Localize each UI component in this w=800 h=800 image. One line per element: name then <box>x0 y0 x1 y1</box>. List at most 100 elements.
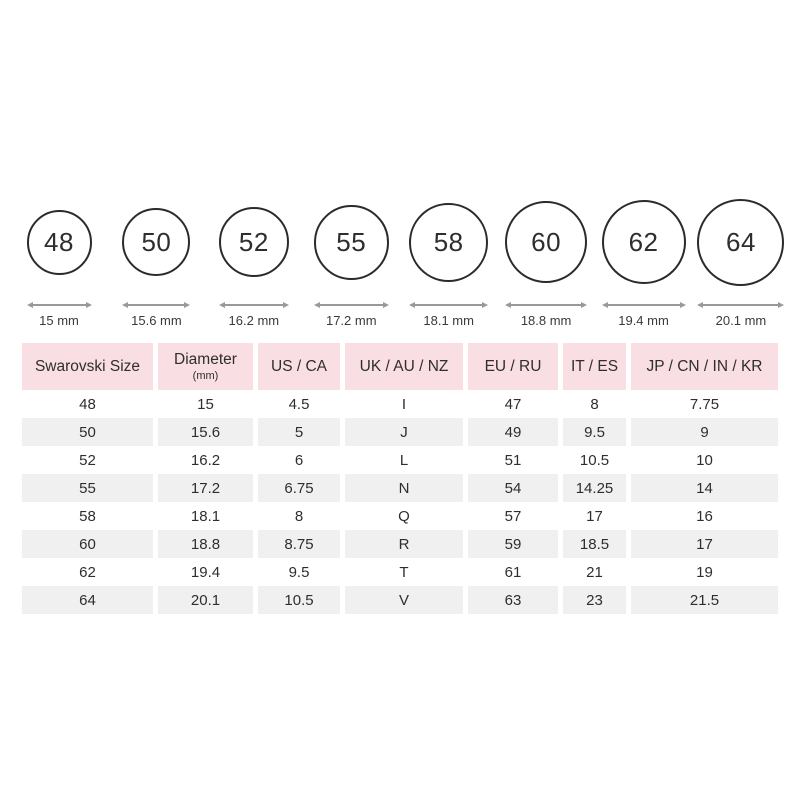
table-cell: 48 <box>22 390 153 418</box>
table-cell: 61 <box>468 558 558 586</box>
table-row: 50 15.6 5 J 49 9.5 9 <box>22 418 778 446</box>
table-cell: 54 <box>468 474 558 502</box>
table-cell: 59 <box>468 530 558 558</box>
arrow-head-icon <box>581 302 588 308</box>
ring-sizes-diagram: 48 15 mm 50 15.6 mm 52 16.2 mm 55 17.2 mm 58 18.1… <box>0 192 800 328</box>
size-table-container: Swarovski Size Diameter (mm) US / CA UK / AU… <box>0 343 800 614</box>
ring-diameter-label: 18.1 mm <box>423 313 474 328</box>
table-cell: 14 <box>631 474 778 502</box>
table-cell: 63 <box>468 586 558 614</box>
arrow-shaft <box>128 304 185 306</box>
column-header: IT / ES <box>563 343 626 390</box>
table-cell: 51 <box>468 446 558 474</box>
table-cell: 19.4 <box>158 558 253 586</box>
table-cell: 6 <box>258 446 340 474</box>
table-cell: 9.5 <box>258 558 340 586</box>
table-cell: 17 <box>631 530 778 558</box>
ring-size-item: 62 19.4 mm <box>597 192 691 328</box>
table-cell: 21.5 <box>631 586 778 614</box>
table-row: 48 15 4.5 I 47 8 7.75 <box>22 390 778 418</box>
table-row: 62 19.4 9.5 T 61 21 19 <box>22 558 778 586</box>
table-header-row: Swarovski Size Diameter (mm) US / CA UK / AU… <box>22 343 778 390</box>
ring-size-item: 64 20.1 mm <box>694 192 788 328</box>
column-header-label: Diameter <box>174 351 237 368</box>
ring-size-item: 58 18.1 mm <box>402 192 496 328</box>
ring-size-number: 60 <box>531 226 562 257</box>
column-header: US / CA <box>258 343 340 390</box>
ring-diameter-label: 18.8 mm <box>520 313 572 328</box>
ring-size-item: 60 18.8 mm <box>499 192 593 328</box>
column-header: Swarovski Size <box>22 343 153 390</box>
arrow-head-icon <box>697 302 704 308</box>
ring-circle: 48 <box>26 209 92 275</box>
diameter-arrow-icon <box>601 301 686 309</box>
ring-circle-wrap: 52 <box>218 192 289 292</box>
diameter-arrow-icon <box>409 301 489 309</box>
table-cell: 55 <box>22 474 153 502</box>
column-header-label: JP / CN / IN / KR <box>646 357 763 375</box>
ring-size-item: 55 17.2 mm <box>304 192 398 328</box>
table-cell: 52 <box>22 446 153 474</box>
table-cell: 8 <box>563 390 626 418</box>
table-cell: 21 <box>563 558 626 586</box>
column-header: Diameter (mm) <box>158 343 253 390</box>
column-header-label: UK / AU / NZ <box>359 357 449 375</box>
ring-circle-wrap: 60 <box>505 192 588 292</box>
table-cell: 6.75 <box>258 474 340 502</box>
ring-circle: 64 <box>697 198 785 286</box>
arrow-shaft <box>511 304 582 306</box>
table-cell: 18.8 <box>158 530 253 558</box>
ring-size-number: 62 <box>628 226 659 257</box>
ring-diameter-label: 20.1 mm <box>715 313 767 328</box>
ring-circle-wrap: 58 <box>409 192 489 292</box>
ring-circle: 62 <box>601 200 686 284</box>
table-cell: 10.5 <box>563 446 626 474</box>
arrow-head-icon <box>679 302 686 308</box>
diameter-arrow-icon <box>122 301 191 309</box>
diameter-arrow-icon <box>313 301 389 309</box>
table-cell: 17 <box>563 502 626 530</box>
table-cell: 50 <box>22 418 153 446</box>
table-cell: 62 <box>22 558 153 586</box>
ring-diameter-label: 15 mm <box>39 313 79 328</box>
table-cell: 60 <box>22 530 153 558</box>
column-header-label: EU / RU <box>484 357 542 375</box>
column-header-label: Swarovski Size <box>34 357 141 375</box>
table-cell: I <box>345 390 463 418</box>
ring-circle: 50 <box>122 208 191 276</box>
ring-diameter-label: 17.2 mm <box>325 313 377 328</box>
table-cell: 58 <box>22 502 153 530</box>
ring-size-number: 55 <box>336 226 367 257</box>
ring-circle-wrap: 48 <box>26 192 92 292</box>
column-header-label: US / CA <box>271 357 327 375</box>
table-row: 58 18.1 8 Q 57 17 16 <box>22 502 778 530</box>
arrow-head-icon <box>184 302 191 308</box>
table-cell: 17.2 <box>158 474 253 502</box>
ring-size-item: 50 15.6 mm <box>109 192 203 328</box>
table-cell: R <box>345 530 463 558</box>
ring-circle: 52 <box>218 207 289 277</box>
table-row: 60 18.8 8.75 R 59 18.5 17 <box>22 530 778 558</box>
table-cell: 9 <box>631 418 778 446</box>
table-cell: N <box>345 474 463 502</box>
column-header: JP / CN / IN / KR <box>631 343 778 390</box>
ring-circle: 58 <box>409 202 489 282</box>
diameter-arrow-icon <box>26 301 92 309</box>
diameter-arrow-icon <box>218 301 289 309</box>
table-cell: J <box>345 418 463 446</box>
table-cell: 15 <box>158 390 253 418</box>
arrow-head-icon <box>409 302 416 308</box>
table-cell: 47 <box>468 390 558 418</box>
ring-size-number: 64 <box>725 226 756 257</box>
table-cell: 49 <box>468 418 558 446</box>
arrow-head-icon <box>282 302 289 308</box>
table-cell: 14.25 <box>563 474 626 502</box>
column-header-label: IT / ES <box>570 357 619 375</box>
table-cell: 8 <box>258 502 340 530</box>
table-cell: Q <box>345 502 463 530</box>
arrow-head-icon <box>505 302 512 308</box>
column-header-sublabel: (mm) <box>192 370 219 382</box>
table-row: 52 16.2 6 L 51 10.5 10 <box>22 446 778 474</box>
table-cell: 16.2 <box>158 446 253 474</box>
arrow-shaft <box>32 304 86 306</box>
